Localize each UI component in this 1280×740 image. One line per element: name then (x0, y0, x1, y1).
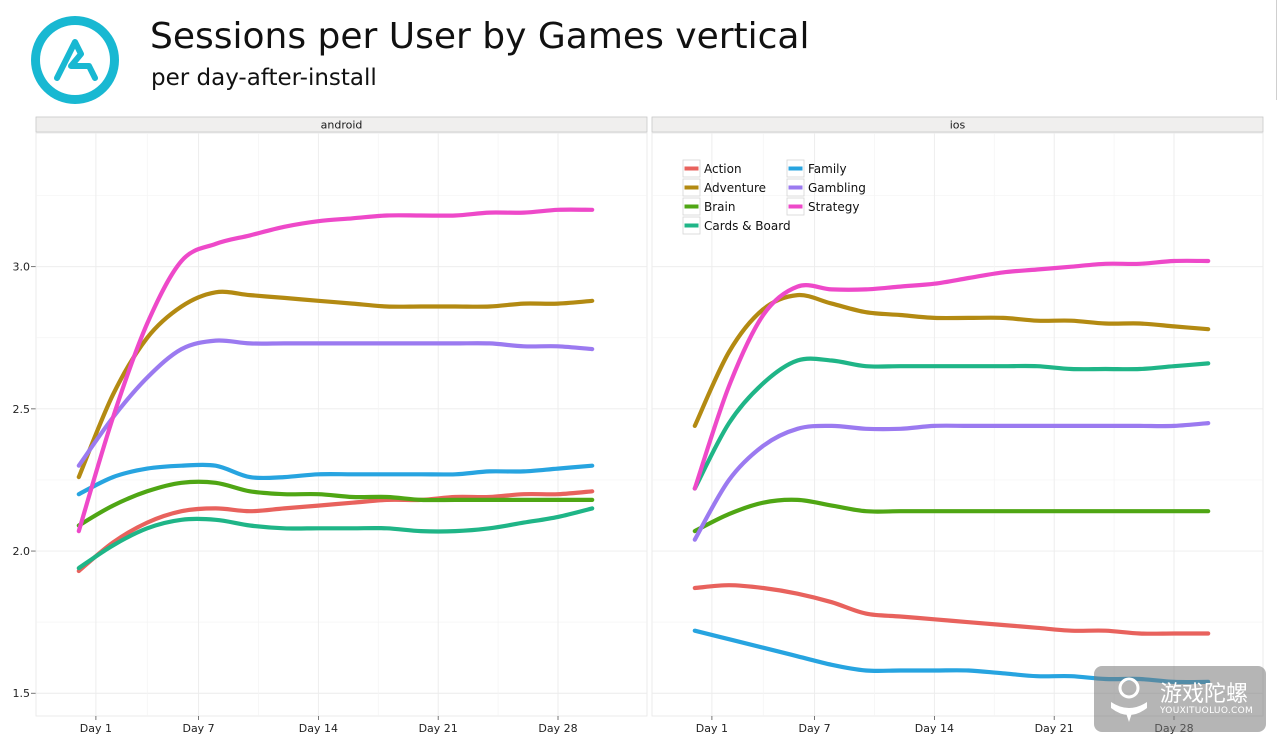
facet-strip-ios (651, 116, 1264, 133)
legend-label-action: Action (704, 162, 742, 176)
legend-label-strategy: Strategy (808, 200, 859, 214)
watermark-text-cn: 游戏陀螺 (1160, 682, 1249, 707)
divider (1276, 0, 1277, 100)
series-line-ios-brain (692, 497, 1211, 534)
series-line-android-cards-and-board (76, 506, 595, 571)
header: Sessions per User by Games vertical per … (0, 0, 1280, 112)
series-line-ios-gambling (692, 421, 1211, 542)
watermark: 游戏陀螺 YOUXITUOLUO.COM (1094, 666, 1266, 732)
x-tick-label: Day 14 (915, 722, 954, 735)
y-tick-label: 2.0 (13, 545, 31, 558)
legend-label-cards-and-board: Cards & Board (704, 219, 791, 233)
series-line-android-action (76, 489, 595, 574)
watermark-gyroscope-icon (1111, 677, 1147, 722)
x-tick-label: Day 7 (182, 722, 214, 735)
panel-background-android (35, 132, 648, 717)
x-tick-label: Day 7 (798, 722, 830, 735)
y-tick-label: 2.5 (13, 403, 31, 416)
y-tick-label: 3.0 (13, 261, 31, 274)
chart-subtitle: per day-after-install (151, 65, 377, 91)
x-tick-label: Day 21 (1035, 722, 1074, 735)
series-line-android-brain (76, 479, 595, 528)
facet-label-android: android (321, 119, 363, 132)
x-tick-label: Day 21 (419, 722, 458, 735)
series-line-android-strategy (76, 207, 595, 534)
brand-logo-icon (31, 16, 119, 104)
series-line-android-gambling (76, 338, 595, 468)
y-tick-label: 1.5 (13, 687, 31, 700)
series-line-android-adventure (76, 289, 595, 480)
chart-title: Sessions per User by Games vertical (150, 16, 810, 57)
series-line-ios-strategy (692, 258, 1211, 491)
legend-label-gambling: Gambling (808, 181, 866, 195)
watermark-text-en: YOUXITUOLUO.COM (1160, 706, 1254, 716)
legend-label-brain: Brain (704, 200, 735, 214)
x-tick-label: Day 1 (696, 722, 728, 735)
series-line-ios-action (692, 583, 1211, 636)
x-tick-label: Day 1 (80, 722, 112, 735)
x-tick-label: Day 14 (299, 722, 338, 735)
legend-label-family: Family (808, 162, 847, 176)
series-line-ios-cards-and-board (692, 356, 1211, 491)
facet-strip-android (35, 116, 648, 133)
legend-label-adventure: Adventure (704, 181, 766, 195)
x-tick-label: Day 28 (538, 722, 577, 735)
series-line-android-family (76, 462, 595, 497)
facet-label-ios: ios (950, 119, 966, 132)
